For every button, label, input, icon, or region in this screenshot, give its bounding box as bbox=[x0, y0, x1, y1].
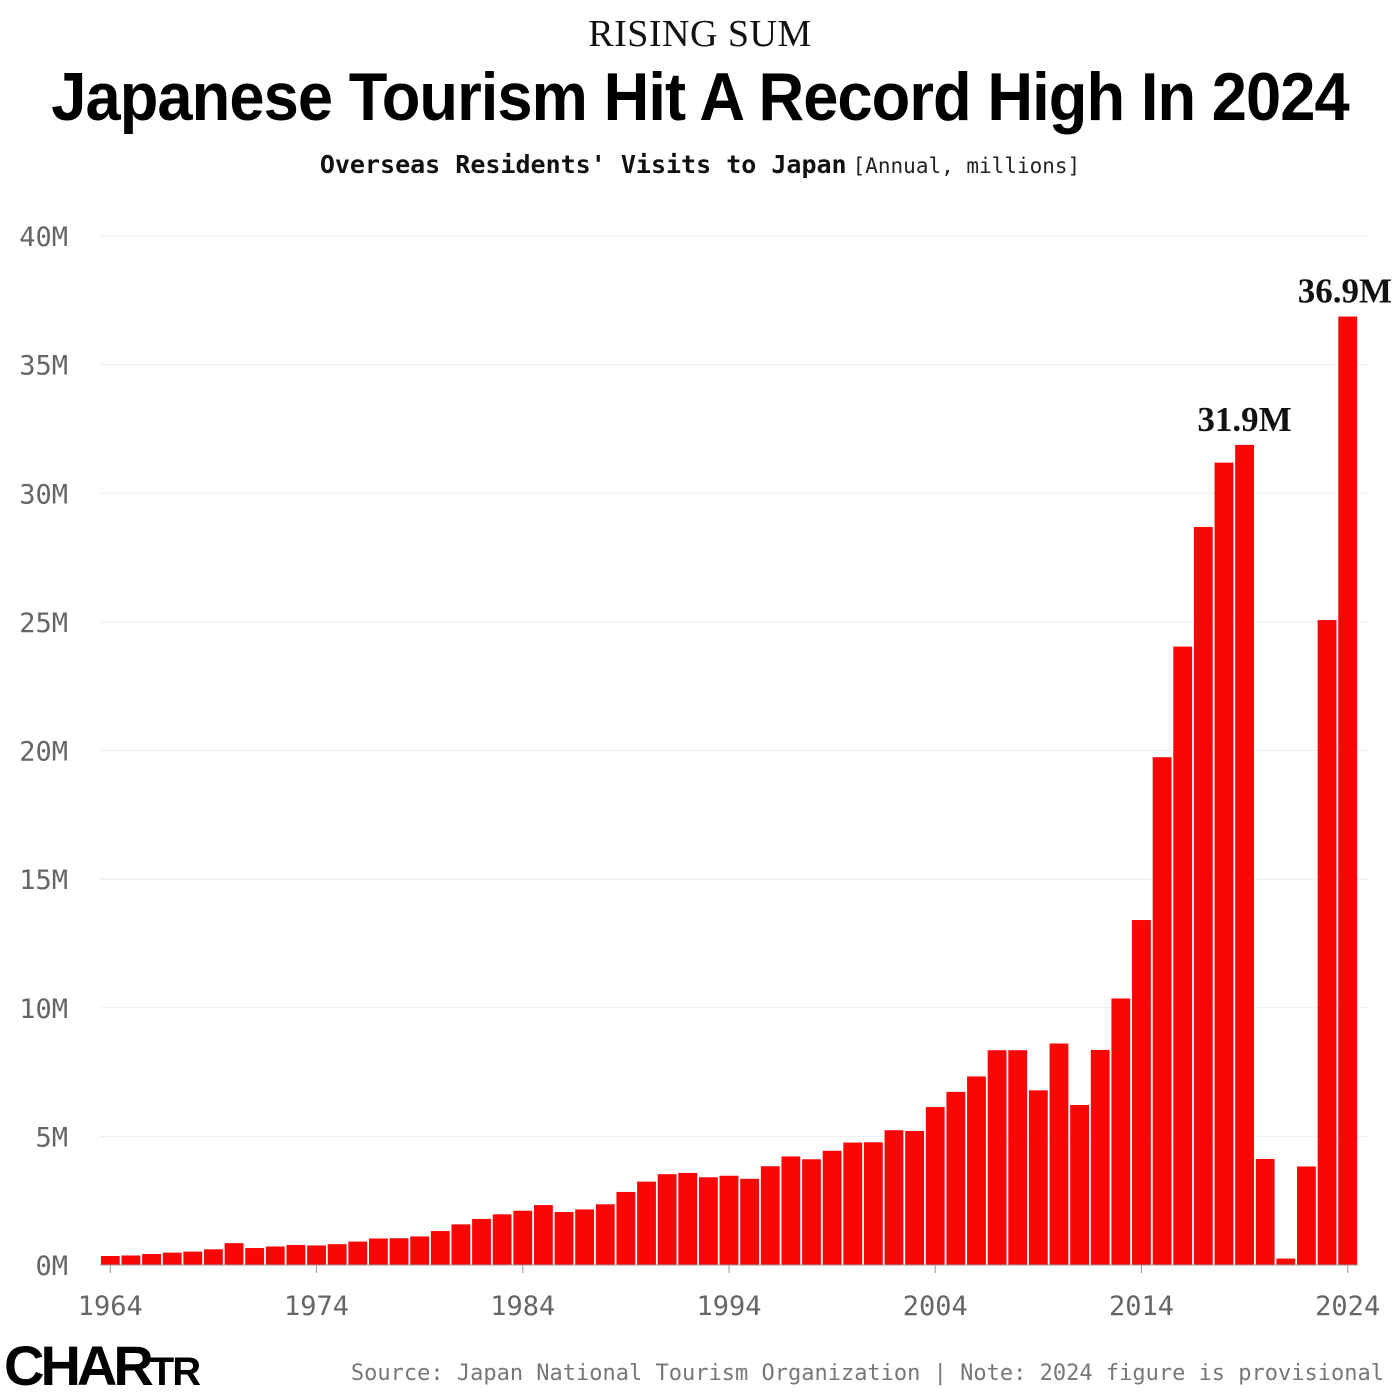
bar bbox=[575, 1209, 595, 1265]
x-tick-label: 2004 bbox=[903, 1291, 968, 1322]
logo-main: CHAR bbox=[4, 1334, 154, 1397]
bar bbox=[1338, 316, 1358, 1265]
bar bbox=[265, 1246, 285, 1265]
bar bbox=[368, 1238, 388, 1265]
bar bbox=[327, 1244, 347, 1265]
bar bbox=[1008, 1050, 1028, 1265]
chart-kicker: RISING SUM bbox=[588, 13, 812, 55]
y-tick-label: 10M bbox=[19, 994, 68, 1025]
bar bbox=[925, 1107, 945, 1265]
data-label: 31.9M bbox=[1197, 400, 1291, 439]
bar bbox=[760, 1166, 780, 1265]
bar bbox=[781, 1156, 801, 1265]
bar bbox=[905, 1130, 925, 1265]
bar bbox=[1317, 620, 1337, 1265]
bar bbox=[616, 1191, 636, 1265]
chart-subtitle: Overseas Residents' Visits to Japan [Annu… bbox=[0, 150, 1400, 179]
bar bbox=[1193, 526, 1213, 1265]
chartr-logo: CHARTR bbox=[4, 1338, 201, 1400]
bar bbox=[1111, 998, 1131, 1265]
bar bbox=[595, 1204, 615, 1265]
bar bbox=[843, 1142, 863, 1265]
x-tick-label: 1974 bbox=[284, 1291, 349, 1322]
bar bbox=[348, 1241, 368, 1265]
x-tick-label: 1984 bbox=[490, 1291, 555, 1322]
y-tick-label: 40M bbox=[19, 222, 68, 253]
bar bbox=[1276, 1258, 1296, 1265]
unit-note: [Annual, millions] bbox=[852, 154, 1081, 178]
bar bbox=[533, 1205, 553, 1265]
bar bbox=[740, 1178, 760, 1265]
bar bbox=[224, 1243, 244, 1265]
subtitle-text: Overseas Residents' Visits to Japan bbox=[319, 150, 847, 179]
bar bbox=[121, 1255, 141, 1265]
bar bbox=[1297, 1166, 1316, 1265]
x-tick-label: 2024 bbox=[1315, 1291, 1380, 1322]
bar bbox=[183, 1251, 203, 1265]
y-tick-label: 20M bbox=[19, 737, 68, 768]
y-tick-label: 15M bbox=[19, 865, 68, 896]
bar bbox=[863, 1142, 883, 1265]
logo-small: TR bbox=[149, 1350, 201, 1394]
bar bbox=[100, 1255, 120, 1265]
bar bbox=[1090, 1049, 1110, 1265]
y-tick-label: 30M bbox=[19, 479, 68, 510]
bar bbox=[389, 1238, 409, 1265]
bar bbox=[802, 1159, 821, 1265]
bar bbox=[1173, 646, 1193, 1265]
bar bbox=[472, 1218, 491, 1265]
bar bbox=[430, 1231, 450, 1265]
bar bbox=[967, 1076, 986, 1265]
bar bbox=[1070, 1104, 1090, 1265]
bar bbox=[513, 1210, 533, 1265]
bar bbox=[245, 1248, 265, 1265]
bar bbox=[719, 1175, 739, 1265]
bar bbox=[946, 1091, 966, 1265]
bar bbox=[1049, 1043, 1069, 1265]
chart-title: Japanese Tourism Hit A Record High In 20… bbox=[51, 59, 1349, 135]
bar bbox=[822, 1150, 842, 1265]
bar bbox=[698, 1177, 718, 1265]
y-tick-label: 5M bbox=[35, 1122, 68, 1153]
bar bbox=[286, 1244, 306, 1265]
bar bbox=[657, 1174, 677, 1265]
x-tick-label: 1994 bbox=[696, 1291, 761, 1322]
bar bbox=[204, 1249, 223, 1265]
data-label: 36.9M bbox=[1298, 272, 1392, 311]
bar bbox=[410, 1236, 430, 1265]
bar bbox=[987, 1050, 1007, 1265]
bar bbox=[678, 1172, 698, 1265]
bar bbox=[307, 1245, 326, 1265]
y-tick-label: 25M bbox=[19, 608, 68, 639]
y-tick-label: 0M bbox=[35, 1251, 68, 1282]
bar bbox=[1235, 444, 1254, 1266]
x-tick-label: 1964 bbox=[78, 1291, 143, 1322]
bar bbox=[492, 1214, 512, 1265]
bar bbox=[1152, 757, 1172, 1265]
y-tick-label: 35M bbox=[19, 351, 68, 382]
x-tick-label: 2014 bbox=[1109, 1291, 1174, 1322]
bar bbox=[162, 1252, 182, 1265]
bar bbox=[1132, 920, 1151, 1265]
bar bbox=[884, 1130, 904, 1265]
source-note: Source: Japan National Tourism Organizat… bbox=[350, 1361, 1384, 1386]
bar bbox=[142, 1253, 161, 1265]
bar bbox=[1028, 1090, 1048, 1265]
bar bbox=[554, 1212, 574, 1265]
bar bbox=[1214, 462, 1234, 1266]
bar bbox=[1255, 1159, 1275, 1265]
bar bbox=[451, 1224, 471, 1265]
bar bbox=[637, 1181, 656, 1265]
